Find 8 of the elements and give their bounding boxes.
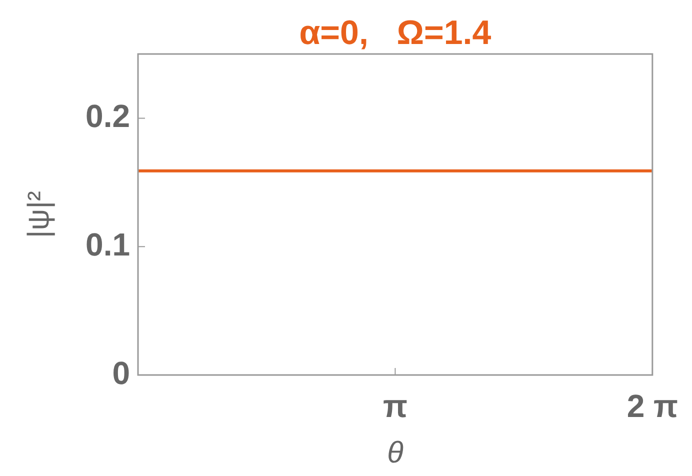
- y-axis-title: |ψ|²: [22, 191, 56, 238]
- x-tick-label: π: [382, 388, 408, 424]
- y-tick-label: 0.2: [86, 98, 130, 134]
- x-tick-label: 2 π: [626, 388, 678, 424]
- x-axis-title: θ: [387, 436, 404, 470]
- y-tick-label: 0.1: [86, 226, 130, 262]
- y-tick-label: 0: [112, 354, 130, 391]
- chart-title: α=0, Ω=1.4: [299, 14, 492, 52]
